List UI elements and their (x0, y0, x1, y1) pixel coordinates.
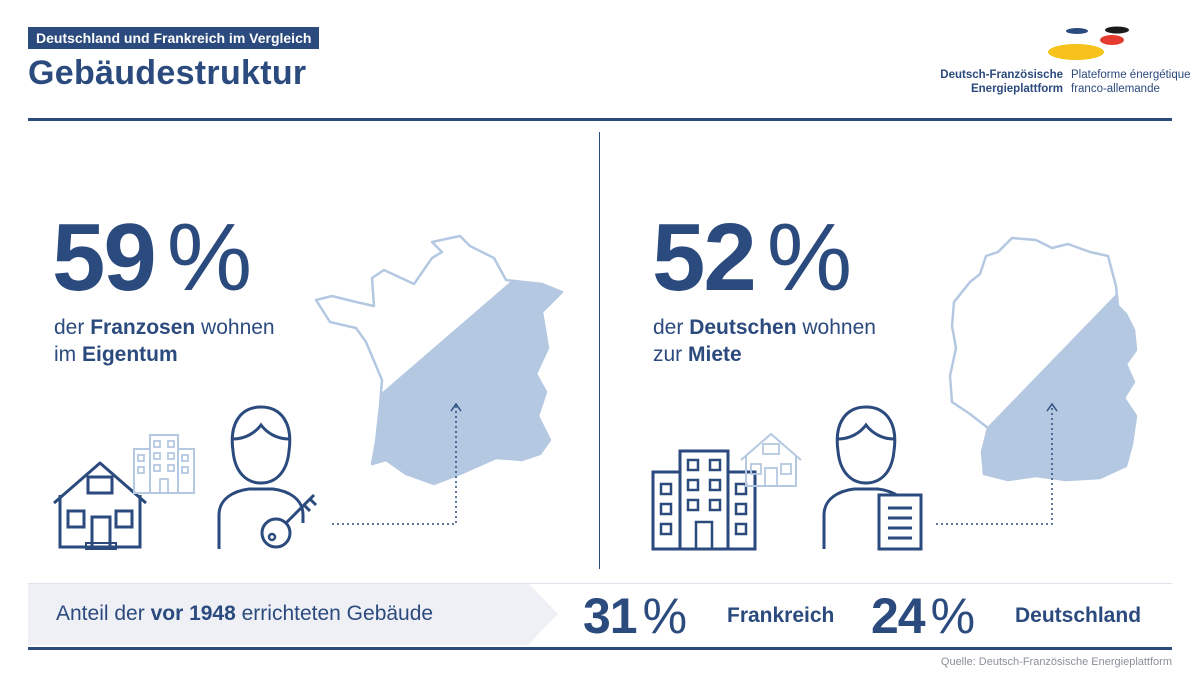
house-icon (740, 432, 802, 487)
page-title: Gebäudestruktur (28, 54, 307, 92)
france-line1-bold: Franzosen (90, 316, 196, 339)
header-tag: Deutschland und Frankreich im Vergleich (28, 27, 320, 49)
germany-caption: der Deutschen wohnen zur Miete (653, 314, 876, 368)
logo-text-fr: Plateforme énergétique franco-allemande (1071, 68, 1191, 96)
band-label-pre: Anteil der (56, 602, 151, 625)
france-line1-post: wohnen (195, 316, 275, 339)
band-label: Anteil der vor 1948 errichteten Gebäude (56, 602, 433, 626)
logo-fr-line1: Plateforme énergétique (1071, 69, 1191, 81)
logo-de-line1: Deutsch-Französische (940, 69, 1063, 81)
germany-line1-pre: der (653, 316, 690, 339)
france-map (314, 234, 564, 486)
footer-rule (28, 647, 1172, 650)
band-france-value: 31 (583, 588, 638, 644)
apartment-building-icon (651, 449, 757, 551)
germany-pointer-arrow (936, 402, 1058, 525)
france-caption: der Franzosen wohnen im Eigentum (54, 314, 275, 368)
band-germany-unit: % (930, 588, 975, 644)
germany-unit: % (766, 204, 852, 311)
bottom-band (28, 583, 1172, 645)
france-unit: % (166, 204, 252, 311)
logo-fr-line2: franco-allemande (1071, 83, 1160, 95)
band-germany-label: Deutschland (1015, 604, 1142, 627)
germany-value: 52 (652, 204, 757, 311)
header-rule (28, 118, 1172, 121)
germany-line1-bold: Deutschen (689, 316, 797, 339)
france-line2-pre: im (54, 343, 82, 366)
france-percentage: 59% (52, 210, 252, 306)
person-icon (217, 405, 305, 549)
house-icon (53, 461, 147, 550)
band-label-bold: vor 1948 (150, 602, 236, 625)
band-france-percentage: 31% (583, 587, 687, 645)
key-icon (260, 493, 318, 549)
germany-line1-post: wohnen (796, 316, 876, 339)
band-label-post: errichteten Gebäude (235, 602, 434, 625)
france-pointer-arrow (332, 402, 462, 525)
germany-line2-pre: zur (653, 343, 689, 366)
band-france-label: Frankreich (727, 604, 835, 627)
france-value: 59 (52, 204, 157, 311)
france-line1-pre: der (54, 316, 91, 339)
germany-line2-bold: Miete (688, 343, 742, 366)
germany-map (948, 236, 1138, 482)
band-germany-percentage: 24% (871, 587, 975, 645)
apartment-building-icon (133, 434, 195, 494)
document-icon (877, 493, 923, 551)
germany-percentage: 52% (652, 210, 852, 306)
platform-logo-icon (1048, 26, 1129, 60)
band-germany-value: 24 (871, 588, 926, 644)
france-line2-bold: Eigentum (82, 343, 178, 366)
logo-text-de: Deutsch-Französische Energieplattform (940, 68, 1063, 96)
logo-de-line2: Energieplattform (970, 83, 1063, 95)
source-note: Quelle: Deutsch-Französische Energieplat… (940, 656, 1172, 668)
center-divider (599, 132, 600, 569)
band-france-unit: % (642, 588, 687, 644)
